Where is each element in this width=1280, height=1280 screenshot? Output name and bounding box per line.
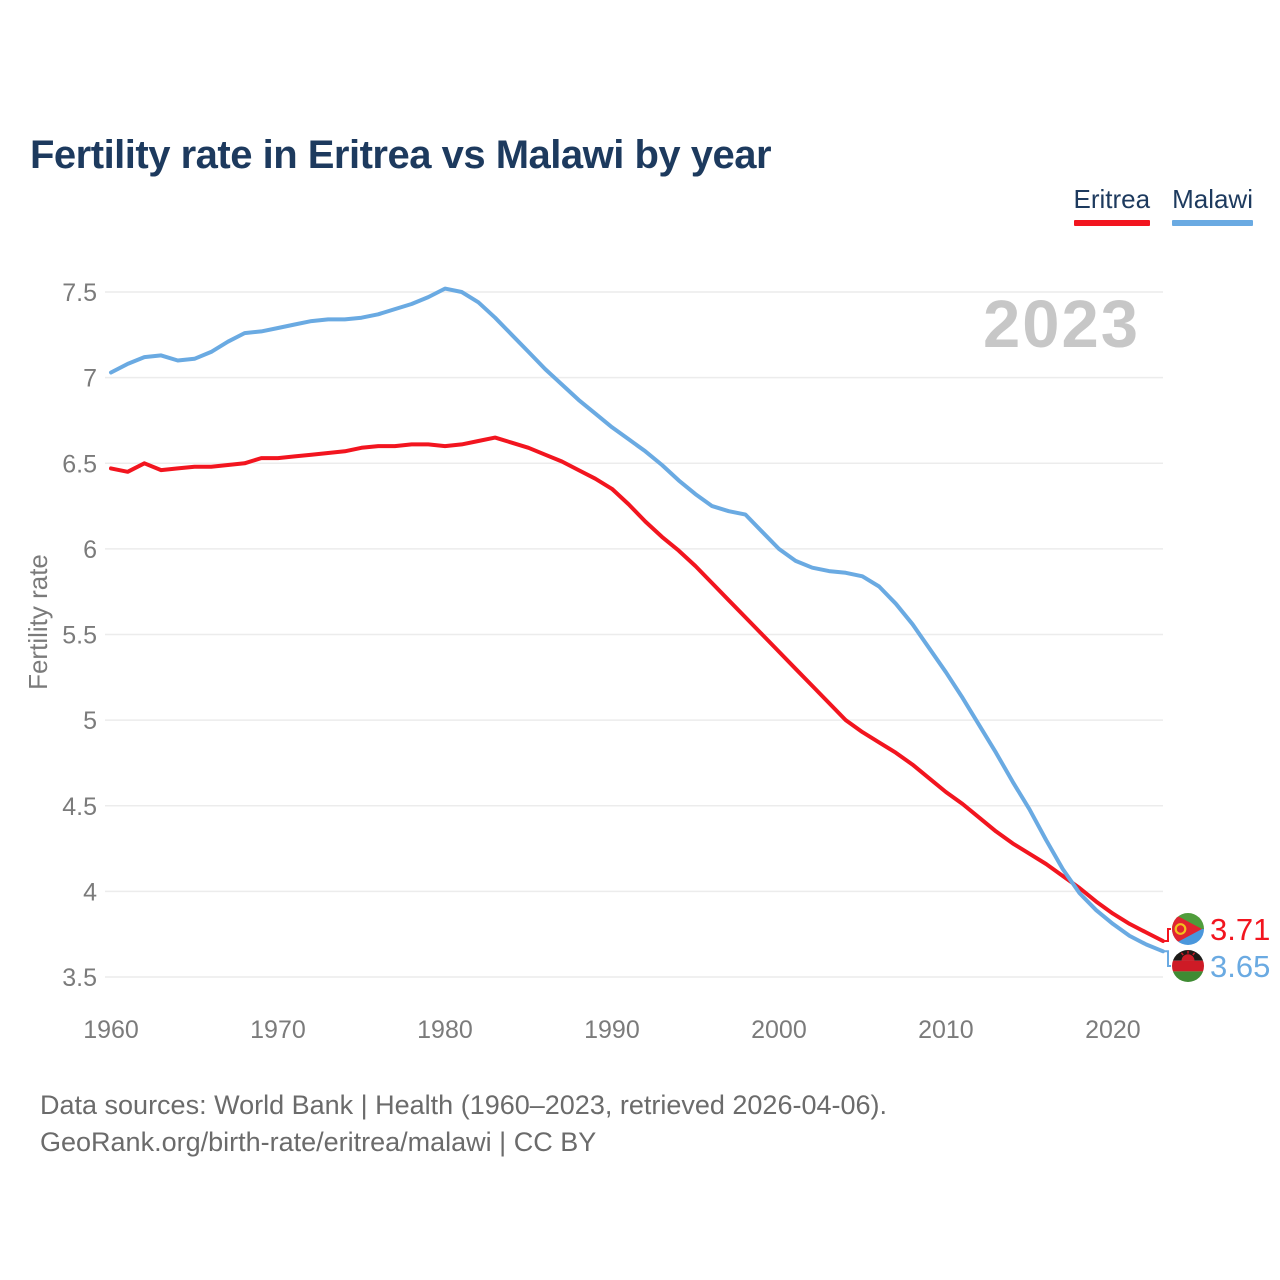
legend-item-eritrea[interactable]: Eritrea	[1073, 184, 1151, 226]
y-tick-label: 4.5	[62, 793, 97, 821]
eritrea-line	[109, 435, 1165, 943]
page-title: Fertility rate in Eritrea vs Malawi by y…	[30, 132, 772, 177]
footer: Data sources: World Bank | Health (1960–…	[40, 1087, 887, 1161]
y-axis-ticks: 3.5 4 4.5 5 5.5 6 6.5 7 7.5	[62, 279, 97, 992]
y-tick-label: 7.5	[62, 279, 97, 307]
malawi-connector-line	[1163, 950, 1171, 967]
eritrea-connector-line	[1163, 928, 1171, 942]
y-tick-label: 6.5	[62, 450, 97, 478]
x-tick-label: 2020	[1085, 1016, 1141, 1044]
x-tick-label: 2000	[751, 1016, 807, 1044]
x-tick-label: 1980	[417, 1016, 473, 1044]
y-tick-label: 3.5	[62, 964, 97, 992]
legend-underline-malawi	[1172, 220, 1253, 226]
eritrea-flag-icon	[1172, 913, 1204, 945]
legend: Eritrea Malawi	[1073, 184, 1253, 226]
malawi-end-value: 3.65	[1210, 949, 1270, 984]
footer-source-line: Data sources: World Bank | Health (1960–…	[40, 1090, 887, 1120]
legend-item-malawi[interactable]: Malawi	[1172, 184, 1253, 226]
series-lines	[109, 286, 1165, 954]
legend-label-malawi[interactable]: Malawi	[1172, 184, 1253, 214]
y-tick-label: 5	[83, 707, 97, 735]
gridlines	[105, 291, 1163, 978]
eritrea-end-value: 3.71	[1210, 912, 1270, 947]
x-tick-label: 1960	[83, 1016, 139, 1044]
legend-underline-eritrea	[1073, 220, 1151, 226]
x-tick-label: 1990	[584, 1016, 640, 1044]
x-axis-ticks: 1960 1970 1980 1990 2000 2010 2020	[83, 1016, 1141, 1044]
x-tick-label: 2010	[918, 1016, 974, 1044]
watermark-year: 2023	[983, 287, 1140, 362]
x-tick-label: 1970	[250, 1016, 306, 1044]
y-tick-label: 5.5	[62, 622, 97, 650]
malawi-flag-icon	[1172, 950, 1204, 982]
y-axis-title: Fertility rate	[23, 554, 53, 690]
legend-label-eritrea[interactable]: Eritrea	[1073, 184, 1151, 214]
y-tick-label: 4	[83, 878, 97, 906]
malawi-line	[109, 286, 1165, 954]
y-tick-label: 6	[83, 536, 97, 564]
footer-attribution-line: GeoRank.org/birth-rate/eritrea/malawi | …	[40, 1127, 597, 1157]
y-tick-label: 7	[83, 365, 97, 393]
end-annotations: 3.71 3.65	[1163, 912, 1270, 984]
